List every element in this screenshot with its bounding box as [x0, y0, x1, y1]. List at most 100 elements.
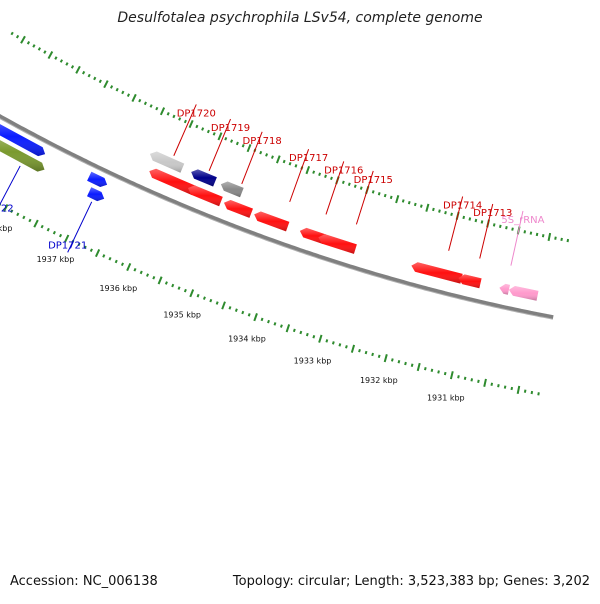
inner-ruler-tick [361, 187, 362, 190]
inner-ruler-tick [343, 181, 344, 184]
gene-arrow [221, 182, 244, 198]
outer-ruler-tick [249, 313, 250, 316]
outer-ruler-tick [451, 371, 453, 379]
outer-ruler-tick [326, 339, 327, 342]
inner-ruler-tick [161, 108, 164, 115]
inner-ruler-tick [11, 32, 13, 35]
inner-ruler-tick [543, 234, 544, 237]
gene-arrow [87, 187, 104, 201]
inner-ruler-tick [403, 200, 404, 203]
gene-arrow [224, 200, 253, 218]
inner-ruler-tick [313, 171, 314, 174]
outer-ruler-tick [204, 297, 205, 300]
outer-ruler-tick [91, 249, 92, 252]
outer-ruler-tick [399, 360, 400, 363]
outer-ruler-tick [242, 311, 243, 314]
gene-arrow [458, 274, 481, 288]
map-title: Desulfotalea psychrophila LSv54, complet… [0, 10, 600, 26]
outer-ruler-tick [229, 306, 230, 309]
outer-ruler-tick [116, 260, 117, 263]
outer-ruler-tick [333, 341, 334, 344]
outer-ruler-tick [41, 225, 42, 228]
inner-ruler-tick [409, 201, 410, 204]
outer-ruler-tick [54, 231, 55, 234]
ruler-label: 1932 kbp [360, 376, 398, 385]
ruler-label: 1937 kbp [37, 255, 75, 264]
gene-arrow-shade [499, 284, 510, 295]
gene-arrow [499, 284, 510, 295]
outer-ruler-tick [198, 294, 199, 297]
outer-ruler-tick [372, 353, 373, 356]
inner-ruler-tick [76, 66, 80, 73]
ruler-label: 1933 kbp [294, 357, 332, 366]
gene-arrow [254, 212, 289, 232]
gene-label: DP1721 [48, 240, 87, 251]
inner-ruler-tick [260, 151, 261, 154]
gene-callout: DP1714 [443, 197, 482, 251]
gene-label: DP1717 [289, 153, 328, 164]
gene-callout: DP1716 [324, 161, 363, 214]
outer-ruler-tick [103, 255, 104, 258]
inner-ruler-tick [196, 125, 197, 128]
inner-ruler-tick [39, 48, 40, 51]
inner-ruler-tick [396, 195, 398, 203]
outer-ruler-tick [96, 249, 99, 256]
inner-ruler-tick [295, 164, 296, 167]
inner-ruler-tick [555, 237, 556, 240]
outer-ruler-tick [48, 228, 49, 231]
gene-arrow-shade [87, 172, 107, 187]
gene-label: DP1718 [243, 136, 282, 147]
gene-arrow-shade [318, 234, 357, 254]
outer-ruler-tick [532, 391, 533, 394]
inner-ruler-tick [88, 74, 89, 77]
inner-ruler-tick [415, 203, 416, 206]
inner-ruler-tick [72, 66, 73, 69]
gene-callout: DP1720 [174, 104, 216, 155]
inner-ruler-tick [66, 63, 67, 66]
inner-ruler-tick [537, 233, 538, 236]
outer-ruler-tick [274, 322, 275, 325]
inner-ruler-tick [231, 140, 232, 143]
gene-label: DP1719 [211, 123, 250, 134]
outer-ruler-tick [445, 372, 446, 375]
inner-ruler-tick [132, 94, 135, 101]
outer-ruler-tick [190, 289, 193, 296]
inner-ruler-tick [190, 120, 193, 127]
outer-ruler-tick [471, 378, 472, 381]
inner-ruler-tick [55, 57, 56, 60]
outer-ruler-tick [525, 390, 526, 393]
outer-ruler-tick [346, 345, 347, 348]
gene-arrow-shade [509, 286, 539, 301]
outer-ruler-tick [352, 345, 354, 353]
inner-ruler-tick [145, 102, 146, 105]
outer-ruler-tick [412, 364, 413, 367]
inner-ruler-tick [451, 213, 452, 216]
inner-ruler-tick [549, 233, 551, 241]
gene-callout: DP1718 [242, 132, 282, 184]
outer-ruler-tick [34, 220, 38, 227]
inner-ruler-tick [33, 45, 34, 48]
inner-ruler-tick [306, 166, 309, 174]
gene-arrow-shade [149, 169, 196, 195]
outer-ruler-tick [153, 276, 154, 279]
gene-label: DP1720 [177, 108, 216, 119]
inner-ruler-tick [61, 60, 62, 63]
inner-ruler-tick [506, 226, 507, 229]
gene-label: DP1722 [0, 203, 14, 214]
inner-ruler-tick [469, 218, 470, 221]
inner-ruler-tick [100, 80, 101, 83]
ruler-label: 1931 kbp [427, 393, 465, 402]
gene-arrow-shade [191, 169, 217, 186]
gene-arrow [191, 169, 217, 186]
outer-ruler-tick [405, 362, 406, 365]
outer-ruler-tick [134, 268, 135, 271]
outer-ruler-tick [505, 386, 506, 389]
inner-ruler-tick [421, 205, 422, 208]
outer-ruler-tick [339, 343, 340, 346]
gene-arrow-shade [458, 274, 481, 288]
outer-ruler-tick [300, 331, 301, 334]
inner-ruler-tick [463, 216, 464, 219]
outer-ruler-tick [166, 282, 167, 285]
inner-ruler-tick [494, 223, 495, 226]
